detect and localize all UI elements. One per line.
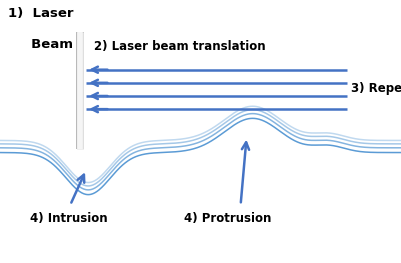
Text: Beam: Beam: [8, 38, 73, 51]
Text: 4) Intrusion: 4) Intrusion: [30, 212, 108, 225]
Text: 3) Repeats: 3) Repeats: [351, 82, 401, 95]
Text: 1)  Laser: 1) Laser: [8, 7, 73, 19]
Text: 2) Laser beam translation: 2) Laser beam translation: [94, 40, 266, 53]
Text: 4) Protrusion: 4) Protrusion: [184, 212, 272, 225]
